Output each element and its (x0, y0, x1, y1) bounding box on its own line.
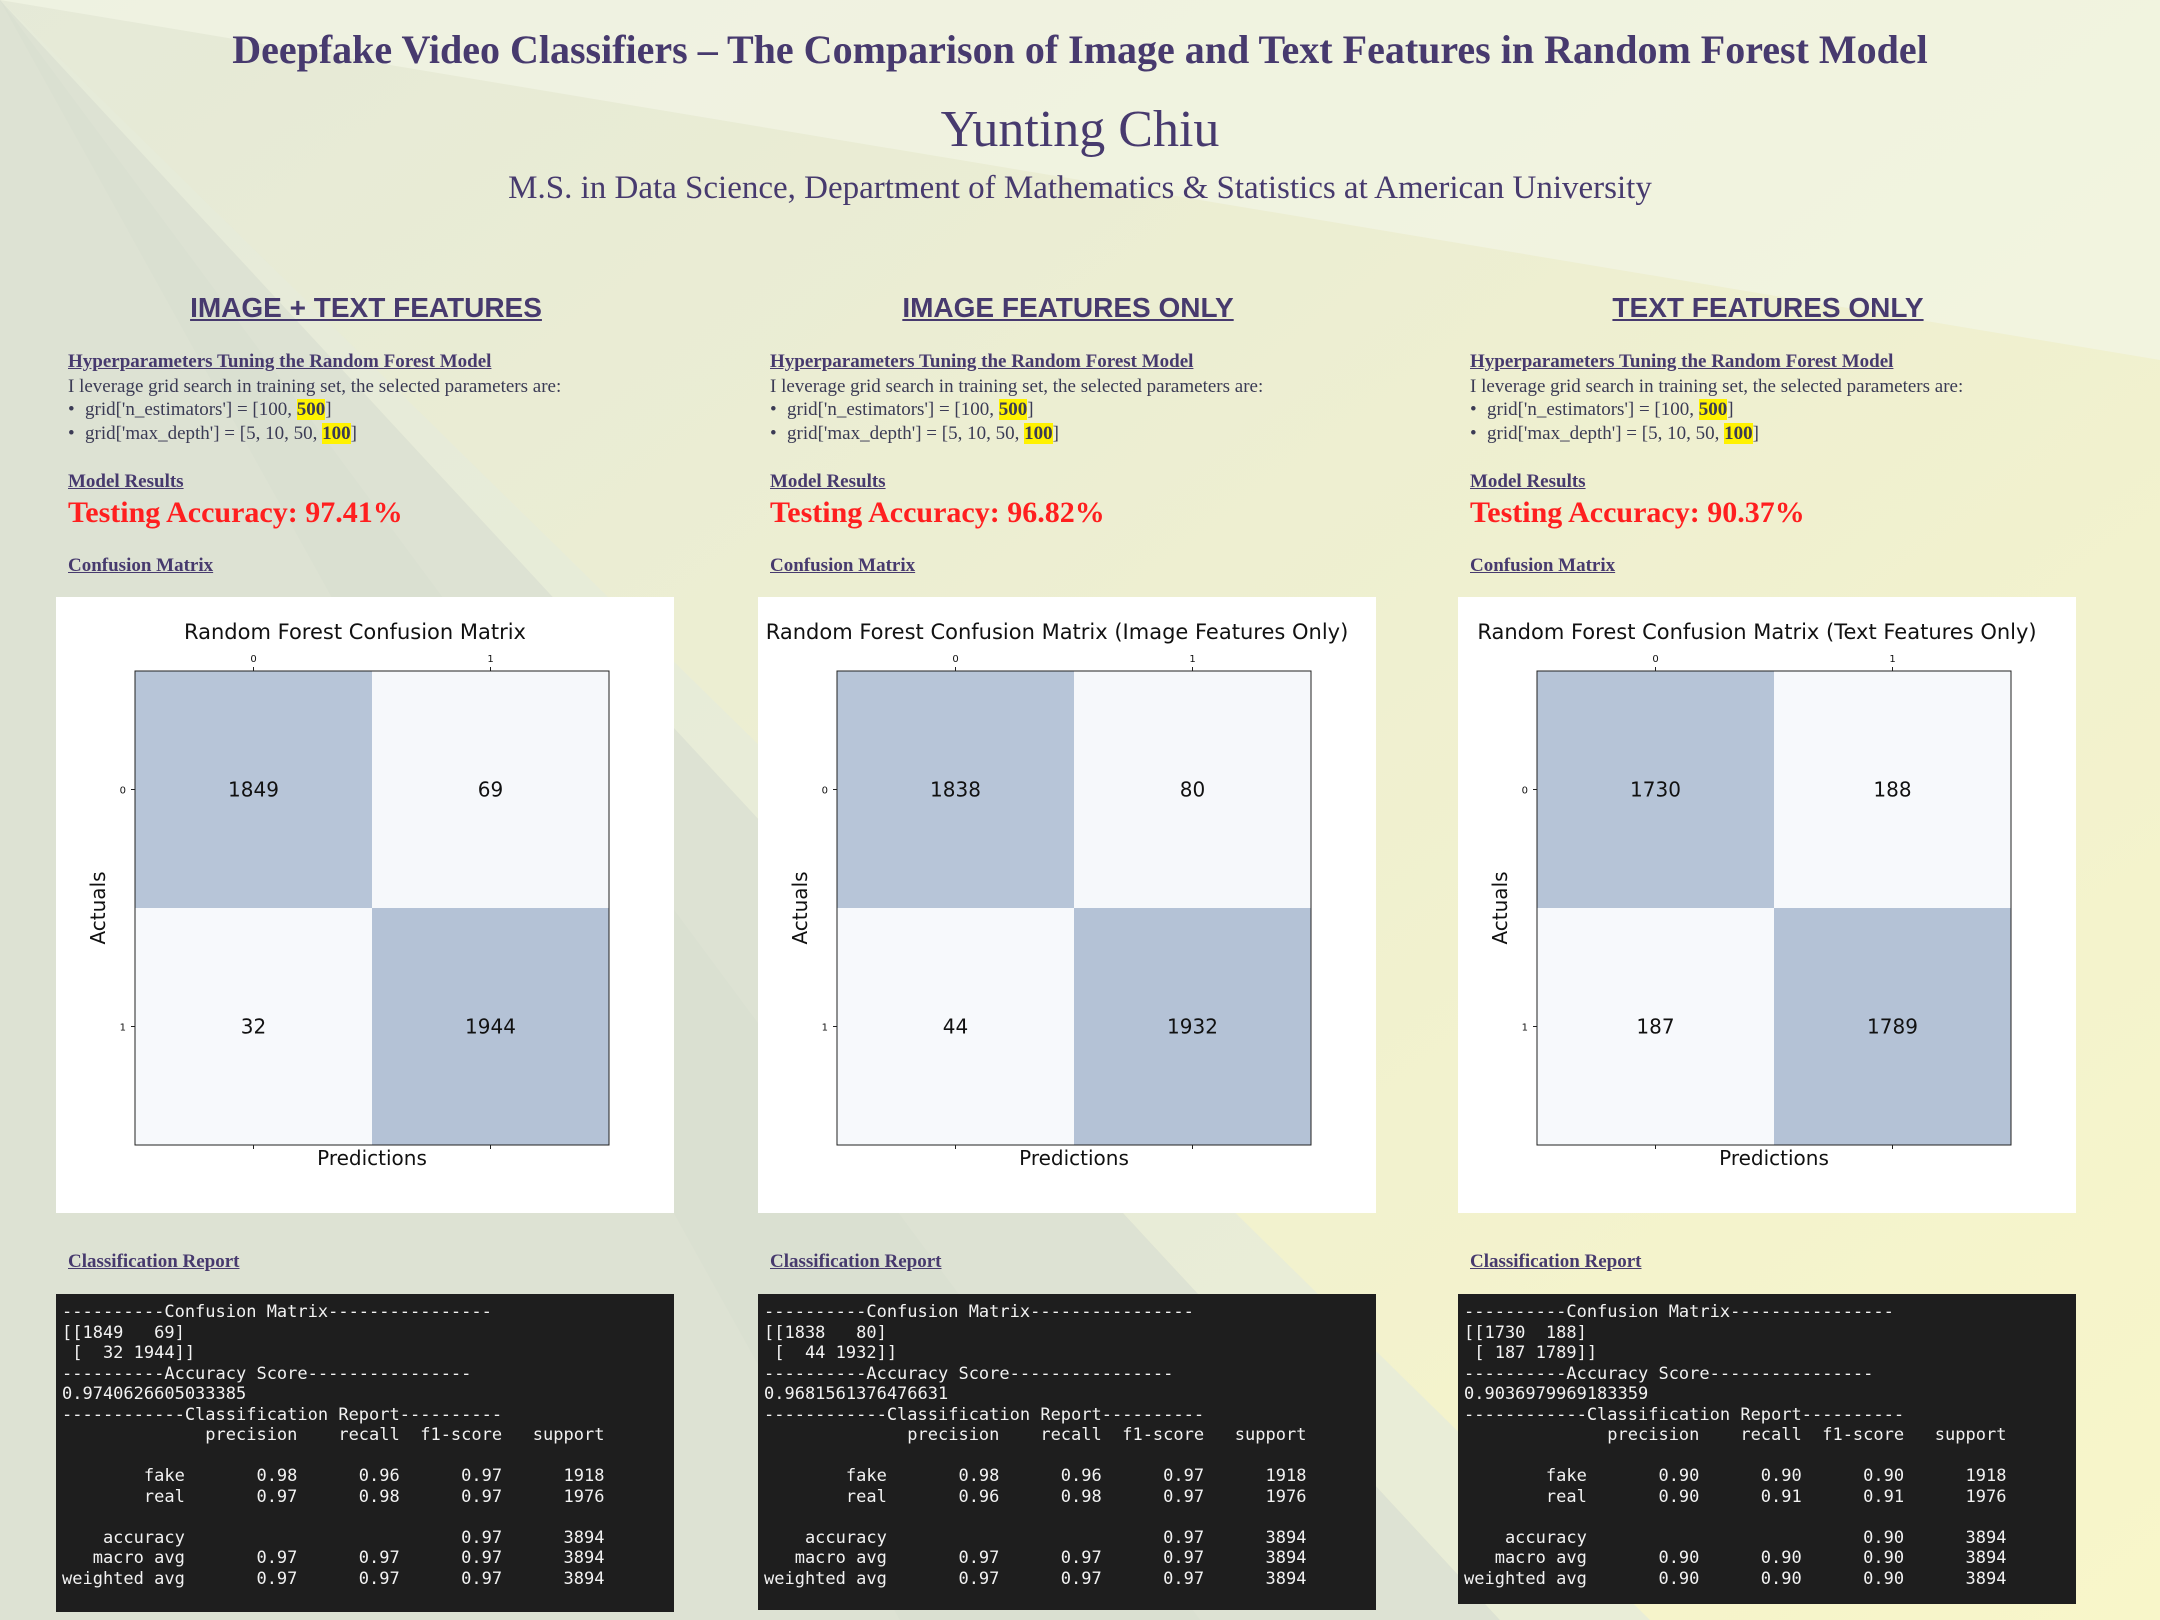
column-image-text: IMAGE + TEXT FEATURES Hyperparameters Tu… (56, 0, 676, 1620)
bullet-n-estimators: • grid['n_estimators'] = [100, 500] (1470, 399, 1734, 420)
matrix-cell (1537, 671, 1774, 908)
matrix-cell (372, 671, 609, 908)
cell-value-label: 188 (1873, 778, 1911, 802)
y-tick-label: 0 (822, 786, 828, 797)
selected-value: 500 (296, 399, 326, 420)
y-axis-label: Actuals (788, 871, 812, 944)
x-tick-label: 1 (1889, 654, 1895, 665)
cell-value-label: 1932 (1167, 1015, 1218, 1039)
confusion-matrix-heading: Confusion Matrix (770, 555, 916, 576)
hyperparameters-text: I leverage grid search in training set, … (1470, 376, 1964, 397)
selected-value: 100 (1724, 423, 1753, 444)
model-results-heading: Model Results (68, 471, 184, 492)
chart-title: Random Forest Confusion Matrix (Image Fe… (766, 620, 1349, 644)
confusion-matrix-chart: Random Forest Confusion Matrix (Text Fea… (1458, 597, 2076, 1213)
y-tick-label: 1 (1522, 1023, 1528, 1034)
cell-value-label: 1730 (1630, 778, 1681, 802)
report-output: ----------Confusion Matrix--------------… (1464, 1302, 2007, 1589)
matrix-frame (1536, 670, 2012, 1146)
x-tick-label: 0 (250, 654, 256, 665)
hyperparameters-text: I leverage grid search in training set, … (68, 376, 562, 397)
poster-title: Deepfake Video Classifiers – The Compari… (232, 27, 1928, 72)
classification-report-heading: Classification Report (1470, 1251, 1642, 1272)
matrix-frame (134, 670, 610, 1146)
matrix-cell (1537, 908, 1774, 1145)
chart-title: Random Forest Confusion Matrix (184, 620, 526, 644)
bullet-max-depth: • grid['max_depth'] = [5, 10, 50, 100] (770, 423, 1059, 444)
x-axis-label: Predictions (1019, 1146, 1129, 1170)
cell-value-label: 32 (241, 1015, 266, 1039)
model-results-heading: Model Results (1470, 471, 1586, 492)
matrix-cell (837, 671, 1074, 908)
matrix-cell (837, 908, 1074, 1145)
cell-value-label: 69 (478, 778, 503, 802)
y-tick-label: 1 (822, 1023, 828, 1034)
classification-report-heading: Classification Report (68, 1251, 240, 1272)
classification-report-terminal: ----------Confusion Matrix--------------… (56, 1294, 674, 1612)
matrix-cell (135, 671, 372, 908)
author-name: Yunting Chiu (940, 101, 1220, 158)
testing-accuracy: Testing Accuracy: 96.82% (770, 496, 1105, 529)
testing-accuracy: Testing Accuracy: 90.37% (1470, 496, 1805, 529)
matrix-cell (1774, 908, 2011, 1145)
confusion-matrix-chart: Random Forest Confusion Matrix (Image Fe… (758, 597, 1376, 1213)
report-output: ----------Confusion Matrix--------------… (62, 1302, 605, 1589)
cell-value-label: 1789 (1867, 1015, 1918, 1039)
confusion-matrix-heading: Confusion Matrix (1470, 555, 1616, 576)
x-axis-label: Predictions (1719, 1146, 1829, 1170)
y-axis-label: Actuals (86, 871, 110, 944)
bullet-max-depth: • grid['max_depth'] = [5, 10, 50, 100] (1470, 423, 1759, 444)
bullet-n-estimators: • grid['n_estimators'] = [100, 500] (68, 399, 332, 420)
testing-accuracy: Testing Accuracy: 97.41% (68, 496, 403, 529)
column-image-only: IMAGE FEATURES ONLY Hyperparameters Tuni… (758, 0, 1378, 1620)
column-text-only: TEXT FEATURES ONLY Hyperparameters Tunin… (1458, 0, 2078, 1620)
matrix-cell (1774, 671, 2011, 908)
bullet-n-estimators: • grid['n_estimators'] = [100, 500] (770, 399, 1034, 420)
cell-value-label: 44 (943, 1015, 968, 1039)
chart-title: Random Forest Confusion Matrix (Text Fea… (1477, 620, 2036, 644)
matrix-cell (1074, 908, 1311, 1145)
selected-value: 500 (998, 399, 1028, 420)
x-tick-label: 1 (1189, 654, 1195, 665)
x-tick-label: 0 (952, 654, 958, 665)
selected-value: 500 (1698, 399, 1728, 420)
confusion-matrix-heading: Confusion Matrix (68, 555, 214, 576)
selected-value: 100 (1024, 423, 1053, 444)
model-results-heading: Model Results (770, 471, 886, 492)
y-tick-label: 0 (120, 786, 126, 797)
report-output: ----------Confusion Matrix--------------… (764, 1302, 1307, 1589)
hyperparameters-heading: Hyperparameters Tuning the Random Forest… (770, 351, 1194, 372)
bullet-max-depth: • grid['max_depth'] = [5, 10, 50, 100] (68, 423, 357, 444)
hyperparameters-heading: Hyperparameters Tuning the Random Forest… (68, 351, 492, 372)
matrix-cell (1074, 671, 1311, 908)
hyperparameters-heading: Hyperparameters Tuning the Random Forest… (1470, 351, 1894, 372)
cell-value-label: 1838 (930, 778, 981, 802)
cell-value-label: 1849 (228, 778, 279, 802)
matrix-cell (135, 908, 372, 1145)
y-tick-label: 0 (1522, 786, 1528, 797)
hyperparameters-text: I leverage grid search in training set, … (770, 376, 1264, 397)
cell-value-label: 187 (1636, 1015, 1674, 1039)
x-axis-label: Predictions (317, 1146, 427, 1170)
y-axis-label: Actuals (1488, 871, 1512, 944)
classification-report-terminal: ----------Confusion Matrix--------------… (758, 1294, 1376, 1610)
y-tick-label: 1 (120, 1023, 126, 1034)
x-tick-label: 1 (487, 654, 493, 665)
classification-report-heading: Classification Report (770, 1251, 942, 1272)
column-heading: TEXT FEATURES ONLY (1612, 292, 1924, 323)
matrix-frame (836, 670, 1312, 1146)
classification-report-terminal: ----------Confusion Matrix--------------… (1458, 1294, 2076, 1604)
selected-value: 100 (322, 423, 351, 444)
cell-value-label: 1944 (465, 1015, 516, 1039)
column-heading: IMAGE + TEXT FEATURES (190, 292, 542, 323)
cell-value-label: 80 (1180, 778, 1205, 802)
x-tick-label: 0 (1652, 654, 1658, 665)
matrix-cell (372, 908, 609, 1145)
column-heading: IMAGE FEATURES ONLY (902, 292, 1234, 323)
affiliation: M.S. in Data Science, Department of Math… (508, 170, 1652, 206)
confusion-matrix-chart: Random Forest Confusion Matrix 1849 69 32 19… (56, 597, 674, 1213)
